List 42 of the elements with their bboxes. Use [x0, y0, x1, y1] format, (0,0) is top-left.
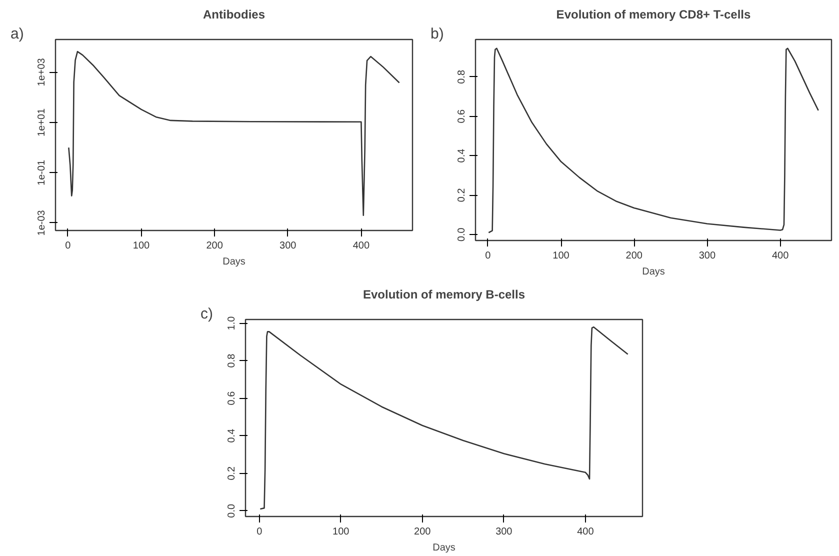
- x-tick-label: 100: [332, 526, 350, 538]
- line-series: [68, 50, 400, 216]
- x-tick-label: 0: [256, 526, 263, 538]
- y-tick-label: 0.0: [456, 227, 468, 242]
- y-tick-label: 0.2: [456, 188, 468, 202]
- y-tick-label: 0.6: [226, 390, 238, 406]
- x-tick-label: 400: [772, 250, 790, 262]
- line-series: [260, 326, 628, 510]
- y-tick-label: 1e-03: [36, 210, 48, 236]
- x-tick-label: 100: [132, 240, 150, 252]
- y-tick-label: 0.8: [456, 70, 468, 84]
- y-tick-label: 0.4: [456, 148, 468, 163]
- chart-title: Antibodies: [203, 8, 266, 22]
- x-axis-title: Days: [222, 256, 246, 268]
- text: c): [200, 306, 213, 322]
- text: b): [430, 26, 444, 42]
- x-tick-label: 300: [280, 240, 297, 252]
- x-tick-label: 400: [577, 526, 594, 538]
- y-tick-label: 1e+03: [36, 58, 48, 86]
- x-tick-label: 100: [552, 250, 570, 262]
- y-tick-label: 0.6: [456, 108, 468, 124]
- text: a): [10, 26, 24, 42]
- y-tick-label: 1e+01: [36, 108, 48, 136]
- x-axis-title: Days: [642, 266, 665, 278]
- x-tick-label: 0: [485, 250, 492, 262]
- y-tick-label: 0.8: [226, 353, 238, 368]
- y-tick-label: 1.0: [226, 316, 238, 330]
- x-axis-title: Days: [432, 542, 456, 554]
- x-tick-label: 300: [698, 250, 716, 262]
- y-tick-label: 1e-01: [36, 159, 48, 186]
- chart-title: Evolution of memory CD8+ T-cells: [556, 8, 752, 22]
- chart-title: Evolution of memory B-cells: [362, 288, 526, 302]
- y-tick-label: 0.4: [226, 428, 238, 443]
- x-tick-label: 200: [626, 250, 643, 262]
- x-tick-label: 300: [496, 526, 513, 538]
- y-tick-label: 0.2: [226, 466, 238, 480]
- x-tick-label: 400: [352, 240, 370, 252]
- x-tick-label: 0: [65, 240, 72, 252]
- line-series: [488, 48, 819, 234]
- x-tick-label: 200: [414, 526, 432, 538]
- x-tick-label: 200: [206, 240, 224, 252]
- y-tick-label: 0.0: [226, 503, 238, 518]
